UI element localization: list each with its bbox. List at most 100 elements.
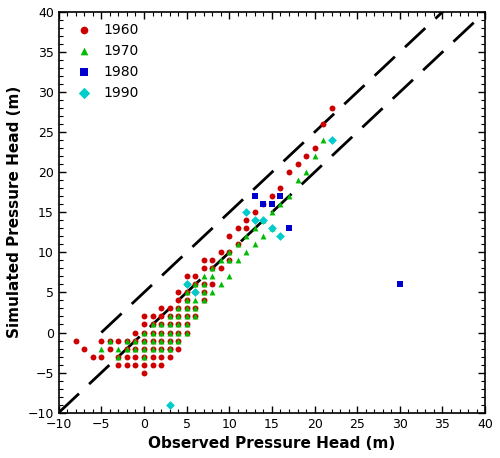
1960 (182, 289, 190, 296)
1960 (251, 209, 259, 216)
1970 (166, 313, 173, 320)
1960 (123, 353, 131, 360)
1970 (200, 289, 207, 296)
1960 (174, 289, 182, 296)
1970 (319, 136, 327, 144)
1960 (302, 153, 310, 160)
1970 (268, 225, 276, 232)
1960 (174, 337, 182, 344)
1960 (98, 337, 106, 344)
1960 (140, 337, 148, 344)
1960 (157, 345, 165, 352)
1970 (174, 305, 182, 312)
1960 (166, 321, 173, 328)
1970 (148, 345, 156, 352)
1960 (166, 353, 173, 360)
1970 (226, 257, 234, 264)
1970 (217, 257, 225, 264)
Legend: 1960, 1970, 1980, 1990: 1960, 1970, 1980, 1990 (66, 19, 142, 104)
1960 (157, 329, 165, 336)
1960 (140, 353, 148, 360)
1960 (328, 104, 336, 112)
1960 (132, 353, 140, 360)
1990 (260, 217, 268, 224)
1970 (140, 345, 148, 352)
1990 (242, 209, 250, 216)
1960 (148, 353, 156, 360)
1960 (294, 161, 302, 168)
1970 (200, 297, 207, 304)
1960 (157, 337, 165, 344)
1970 (140, 337, 148, 344)
1990 (166, 401, 173, 408)
1990 (251, 217, 259, 224)
1960 (148, 361, 156, 368)
1960 (182, 313, 190, 320)
1960 (157, 305, 165, 312)
1970 (200, 281, 207, 288)
1970 (132, 337, 140, 344)
1960 (226, 233, 234, 240)
1970 (166, 329, 173, 336)
1960 (114, 337, 122, 344)
1980 (251, 193, 259, 200)
1960 (217, 249, 225, 256)
Y-axis label: Simulated Pressure Head (m): Simulated Pressure Head (m) (7, 86, 22, 338)
1960 (140, 369, 148, 376)
1970 (166, 337, 173, 344)
1960 (174, 305, 182, 312)
1960 (166, 345, 173, 352)
1960 (166, 329, 173, 336)
1970 (208, 289, 216, 296)
1960 (174, 345, 182, 352)
1990 (191, 289, 199, 296)
1960 (191, 313, 199, 320)
1970 (157, 321, 165, 328)
1960 (182, 281, 190, 288)
1960 (148, 313, 156, 320)
1970 (234, 241, 242, 248)
1960 (174, 329, 182, 336)
1970 (166, 345, 173, 352)
1960 (200, 289, 207, 296)
1960 (182, 305, 190, 312)
1960 (319, 120, 327, 128)
1960 (208, 257, 216, 264)
1970 (182, 329, 190, 336)
1970 (182, 321, 190, 328)
1970 (114, 345, 122, 352)
1970 (174, 337, 182, 344)
1970 (251, 241, 259, 248)
1960 (140, 313, 148, 320)
1970 (123, 337, 131, 344)
1960 (217, 265, 225, 272)
1970 (114, 353, 122, 360)
1960 (200, 297, 207, 304)
1970 (242, 249, 250, 256)
1970 (132, 345, 140, 352)
1960 (140, 361, 148, 368)
1970 (182, 305, 190, 312)
1960 (234, 241, 242, 248)
1970 (302, 169, 310, 176)
1970 (166, 321, 173, 328)
1960 (157, 353, 165, 360)
1960 (182, 329, 190, 336)
1970 (226, 249, 234, 256)
1980 (260, 201, 268, 208)
1960 (208, 281, 216, 288)
1960 (226, 249, 234, 256)
1960 (166, 313, 173, 320)
1960 (114, 361, 122, 368)
1960 (200, 265, 207, 272)
1970 (174, 329, 182, 336)
1970 (208, 273, 216, 280)
1990 (328, 136, 336, 144)
1960 (166, 337, 173, 344)
1960 (242, 217, 250, 224)
1990 (276, 233, 284, 240)
1960 (132, 337, 140, 344)
1970 (157, 345, 165, 352)
1960 (260, 201, 268, 208)
1960 (208, 265, 216, 272)
